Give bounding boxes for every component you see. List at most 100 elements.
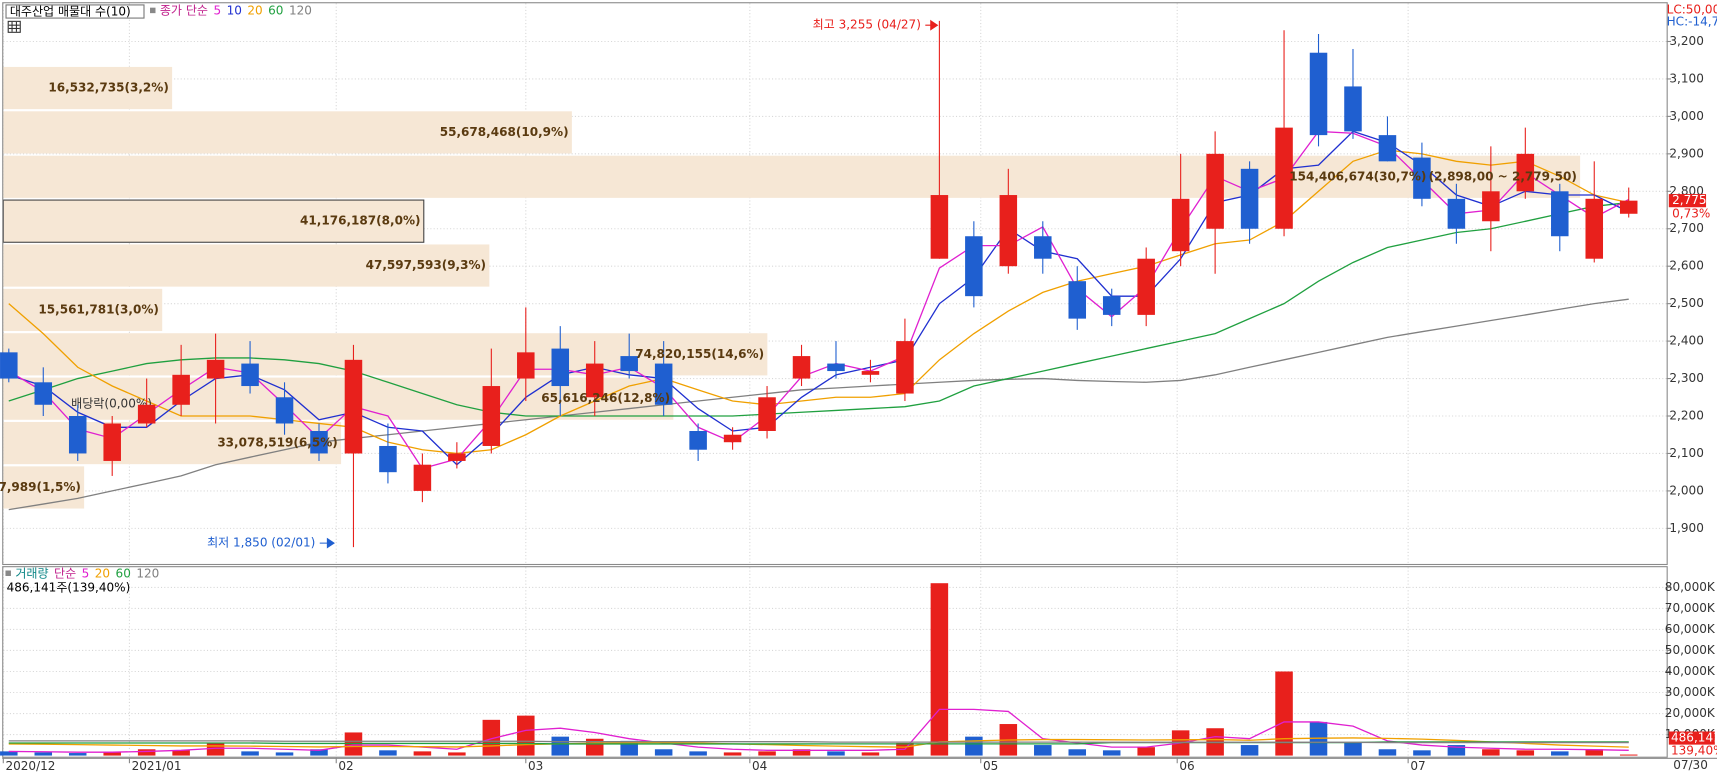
candle-body xyxy=(689,430,707,450)
plot-layer xyxy=(2,3,1667,756)
legend-entry: 60 xyxy=(268,3,283,17)
volume-bar xyxy=(1378,749,1397,756)
volume-bar xyxy=(654,749,673,756)
indicator-lc: LC:50,00 xyxy=(1667,2,1717,16)
candle-body xyxy=(344,359,363,454)
last-date-label: 07/30 xyxy=(1673,758,1708,772)
y-tick-label: 2,200 xyxy=(1669,409,1703,423)
candle-body xyxy=(930,195,949,259)
legend-label: 단순 xyxy=(54,566,76,580)
x-tick-label: 02 xyxy=(338,759,353,772)
volume-bar xyxy=(1447,745,1466,756)
candle-body xyxy=(310,430,328,454)
volume-bar xyxy=(241,751,259,756)
y-tick-label: 1,900 xyxy=(1669,521,1703,535)
volume-tag-box xyxy=(1668,731,1715,745)
candle-body xyxy=(1171,198,1190,252)
volume-ma-line xyxy=(8,737,1629,748)
price-tag-box xyxy=(1668,194,1707,208)
y-tick-label: 2,300 xyxy=(1669,371,1703,385)
moving-average-line xyxy=(8,298,1629,511)
volume-profile-label: 74,820,155(14,6%) xyxy=(635,347,764,361)
y-tick-label: 2,100 xyxy=(1669,446,1703,460)
volume-bar xyxy=(34,752,53,756)
y-tick-label: 2,900 xyxy=(1669,146,1703,160)
volume-profile-band xyxy=(3,111,572,154)
volume-ma-line xyxy=(8,708,1629,753)
candle-body xyxy=(1102,296,1121,315)
legend-marker xyxy=(150,7,156,14)
y-tick-label: 2,500 xyxy=(1669,296,1703,310)
y-tick-label: 3,100 xyxy=(1669,71,1703,85)
candle-body xyxy=(999,195,1018,267)
volume-bar xyxy=(1551,751,1569,756)
y-tick-label: 2,000 xyxy=(1669,483,1703,497)
volume-bar xyxy=(551,736,570,756)
candle-body xyxy=(275,397,294,424)
volume-profile-label: 16,532,735(3,2%) xyxy=(48,81,168,95)
volume-profile-band xyxy=(2,199,425,243)
volume-tick-label: 80,000K xyxy=(1665,580,1716,594)
candle-body xyxy=(68,416,87,454)
volume-bar xyxy=(1275,671,1293,756)
candle-body xyxy=(1206,153,1224,229)
volume-bar xyxy=(1619,754,1638,756)
volume-bar xyxy=(172,750,190,756)
price-panel-border xyxy=(2,2,1668,566)
x-tick-label: 03 xyxy=(528,759,543,772)
volume-profile-label: 7,917,989(1,5%) xyxy=(0,480,81,494)
volume-bar xyxy=(310,749,328,756)
candle-body xyxy=(1344,86,1362,132)
volume-bar xyxy=(861,752,880,756)
volume-bar xyxy=(1137,747,1155,756)
volume-tick-label: 50,000K xyxy=(1665,643,1716,657)
moving-average-line xyxy=(8,130,1630,466)
high-annotation: 최고 3,255 (04/27) xyxy=(813,18,921,32)
volume-profile-band xyxy=(3,466,85,509)
candle-body xyxy=(413,464,432,491)
volume-ma-line xyxy=(8,740,1629,744)
volume-bar xyxy=(689,751,707,756)
volume-bar xyxy=(1240,745,1259,756)
volume-profile-band xyxy=(3,288,163,332)
volume-tick-label: 70,000K xyxy=(1665,601,1716,615)
volume-bar xyxy=(517,715,535,756)
y-tick-label: 2,600 xyxy=(1669,259,1703,273)
candle-body xyxy=(1068,281,1087,319)
candle-body xyxy=(1378,135,1397,162)
x-tick-label: 04 xyxy=(752,759,767,772)
volume-profile-range: (2,898,00 ~ 2,779,50) xyxy=(1429,169,1577,183)
grid-icon xyxy=(7,20,21,33)
title-box xyxy=(5,4,145,19)
candle-body xyxy=(1275,127,1293,229)
candle-body xyxy=(1447,198,1466,229)
legend-entry: 5 xyxy=(213,3,221,17)
volume-bar xyxy=(1102,750,1121,756)
candle-body xyxy=(206,359,225,379)
volume-bar xyxy=(1068,749,1087,756)
candle-body xyxy=(1516,153,1535,192)
low-annotation: 최저 1,850 (02/01) xyxy=(207,536,315,550)
volume-profile-label: 154,406,674(30,7%) xyxy=(1289,169,1426,183)
candle-body xyxy=(517,352,535,379)
volume-info: 486,141주(139,40%) xyxy=(7,581,131,595)
volume-tick-label: 30,000K xyxy=(1665,685,1716,699)
volume-profile-label: 65,616,246(12,8%) xyxy=(541,391,670,405)
candle-body xyxy=(1413,157,1431,199)
volume-bar xyxy=(1482,749,1500,756)
legend-entry: 5 xyxy=(82,566,90,580)
volume-profile-label: 41,176,187(8,0%) xyxy=(300,214,420,228)
volume-bar xyxy=(379,750,397,756)
volume-bar xyxy=(827,751,845,756)
volume-profile-band xyxy=(3,66,173,110)
x-tick-label: 2021/01 xyxy=(132,759,182,772)
volume-profile-label: 33,078,519(6,5%) xyxy=(217,436,337,450)
y-tick-label: 2,700 xyxy=(1669,221,1703,235)
legend-entry: 20 xyxy=(95,566,110,580)
volume-tick-label: 20,000K xyxy=(1665,706,1716,720)
candle-body xyxy=(551,348,570,387)
candle-body xyxy=(620,356,638,372)
volume-bar xyxy=(1344,742,1362,756)
volume-bar xyxy=(1413,750,1431,756)
